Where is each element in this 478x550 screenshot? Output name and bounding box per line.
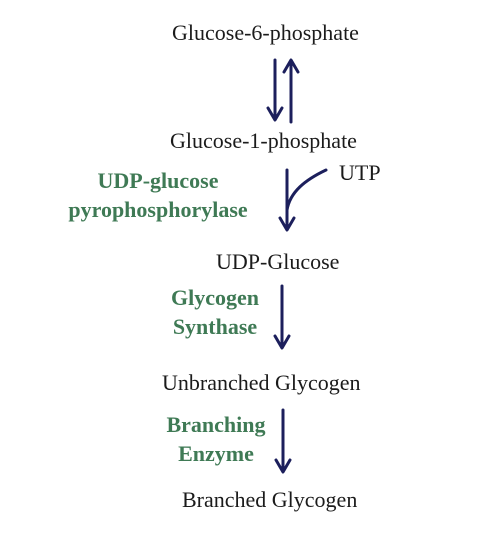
node-glucose-1-phosphate: Glucose-1-phosphate: [170, 128, 357, 153]
node-glucose-6-phosphate: Glucose-6-phosphate: [172, 20, 359, 45]
enzyme-label-line: UDP-glucose: [97, 168, 219, 193]
enzyme-label-line: Branching: [166, 412, 266, 437]
enzyme-branching-enzyme: Branching Enzyme: [155, 410, 277, 468]
enzyme-glycogen-synthase: Glycogen Synthase: [160, 283, 270, 341]
arrow-unbranched-to-branched-head: [274, 458, 292, 474]
enzyme-label-line: Synthase: [172, 314, 258, 339]
arrow-udpglucose-to-unbranched-head: [273, 334, 291, 350]
utp-input-curve: [285, 168, 328, 212]
enzyme-label-line: Enzyme: [178, 441, 254, 466]
arrow-g1p-to-g6p-head: [282, 58, 300, 74]
enzyme-label-line: pyrophosphorylase: [68, 197, 248, 222]
node-utp: UTP: [339, 160, 381, 185]
enzyme-label-line: Glycogen: [171, 285, 259, 310]
node-unbranched-glycogen: Unbranched Glycogen: [162, 370, 361, 395]
arrow-g1p-to-udpglucose-head: [278, 216, 296, 232]
node-udp-glucose: UDP-Glucose: [216, 249, 340, 274]
arrow-g6p-to-g1p-head: [266, 106, 284, 122]
node-branched-glycogen: Branched Glycogen: [182, 487, 358, 512]
enzyme-udp-glucose-pyrophosphorylase: UDP-glucose pyrophosphorylase: [44, 166, 272, 224]
